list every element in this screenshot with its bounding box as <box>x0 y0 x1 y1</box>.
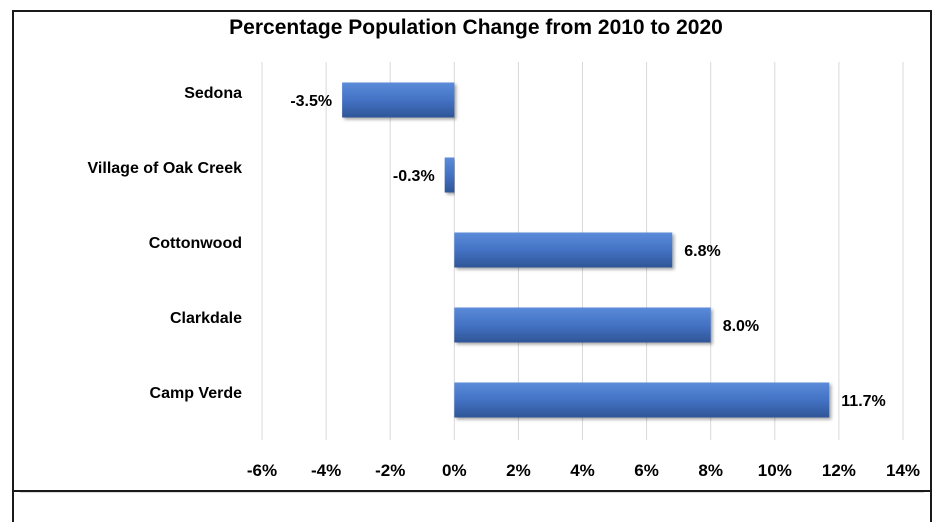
data-label: -3.5% <box>290 93 332 110</box>
x-tick-label: 14% <box>886 461 920 480</box>
chart-title: Percentage Population Change from 2010 t… <box>229 16 723 39</box>
bar <box>454 232 673 268</box>
bar <box>444 157 455 193</box>
x-tick-label: 12% <box>822 461 856 480</box>
x-tick-label: -6% <box>247 461 277 480</box>
category-label: Camp Verde <box>150 385 243 402</box>
data-label: -0.3% <box>393 168 435 185</box>
bar <box>342 82 455 118</box>
x-tick-label: 4% <box>570 461 595 480</box>
category-label: Cottonwood <box>149 235 242 252</box>
category-label: Clarkdale <box>170 310 242 327</box>
data-labels: -3.5% -0.3% 6.8% 8.0% 11.7% <box>290 93 885 410</box>
lower-panel <box>12 492 932 522</box>
bar <box>454 307 711 343</box>
bars <box>342 82 830 418</box>
data-label: 11.7% <box>841 393 885 410</box>
data-label: 6.8% <box>684 243 720 260</box>
x-tick-labels: -6% -4% -2% 0% 2% 4% 6% 8% 10% 12% 14% <box>247 461 920 480</box>
category-label: Village of Oak Creek <box>88 160 243 177</box>
data-label: 8.0% <box>723 318 759 335</box>
category-label: Sedona <box>184 85 242 102</box>
x-tick-label: 6% <box>634 461 659 480</box>
bar <box>454 382 830 418</box>
category-labels: Sedona Village of Oak Creek Cottonwood Clar… <box>88 85 243 402</box>
x-tick-label: 0% <box>442 461 467 480</box>
x-tick-label: -2% <box>375 461 405 480</box>
x-tick-label: 8% <box>698 461 723 480</box>
x-tick-label: -4% <box>311 461 341 480</box>
x-tick-label: 10% <box>758 461 792 480</box>
x-tick-label: 2% <box>506 461 531 480</box>
